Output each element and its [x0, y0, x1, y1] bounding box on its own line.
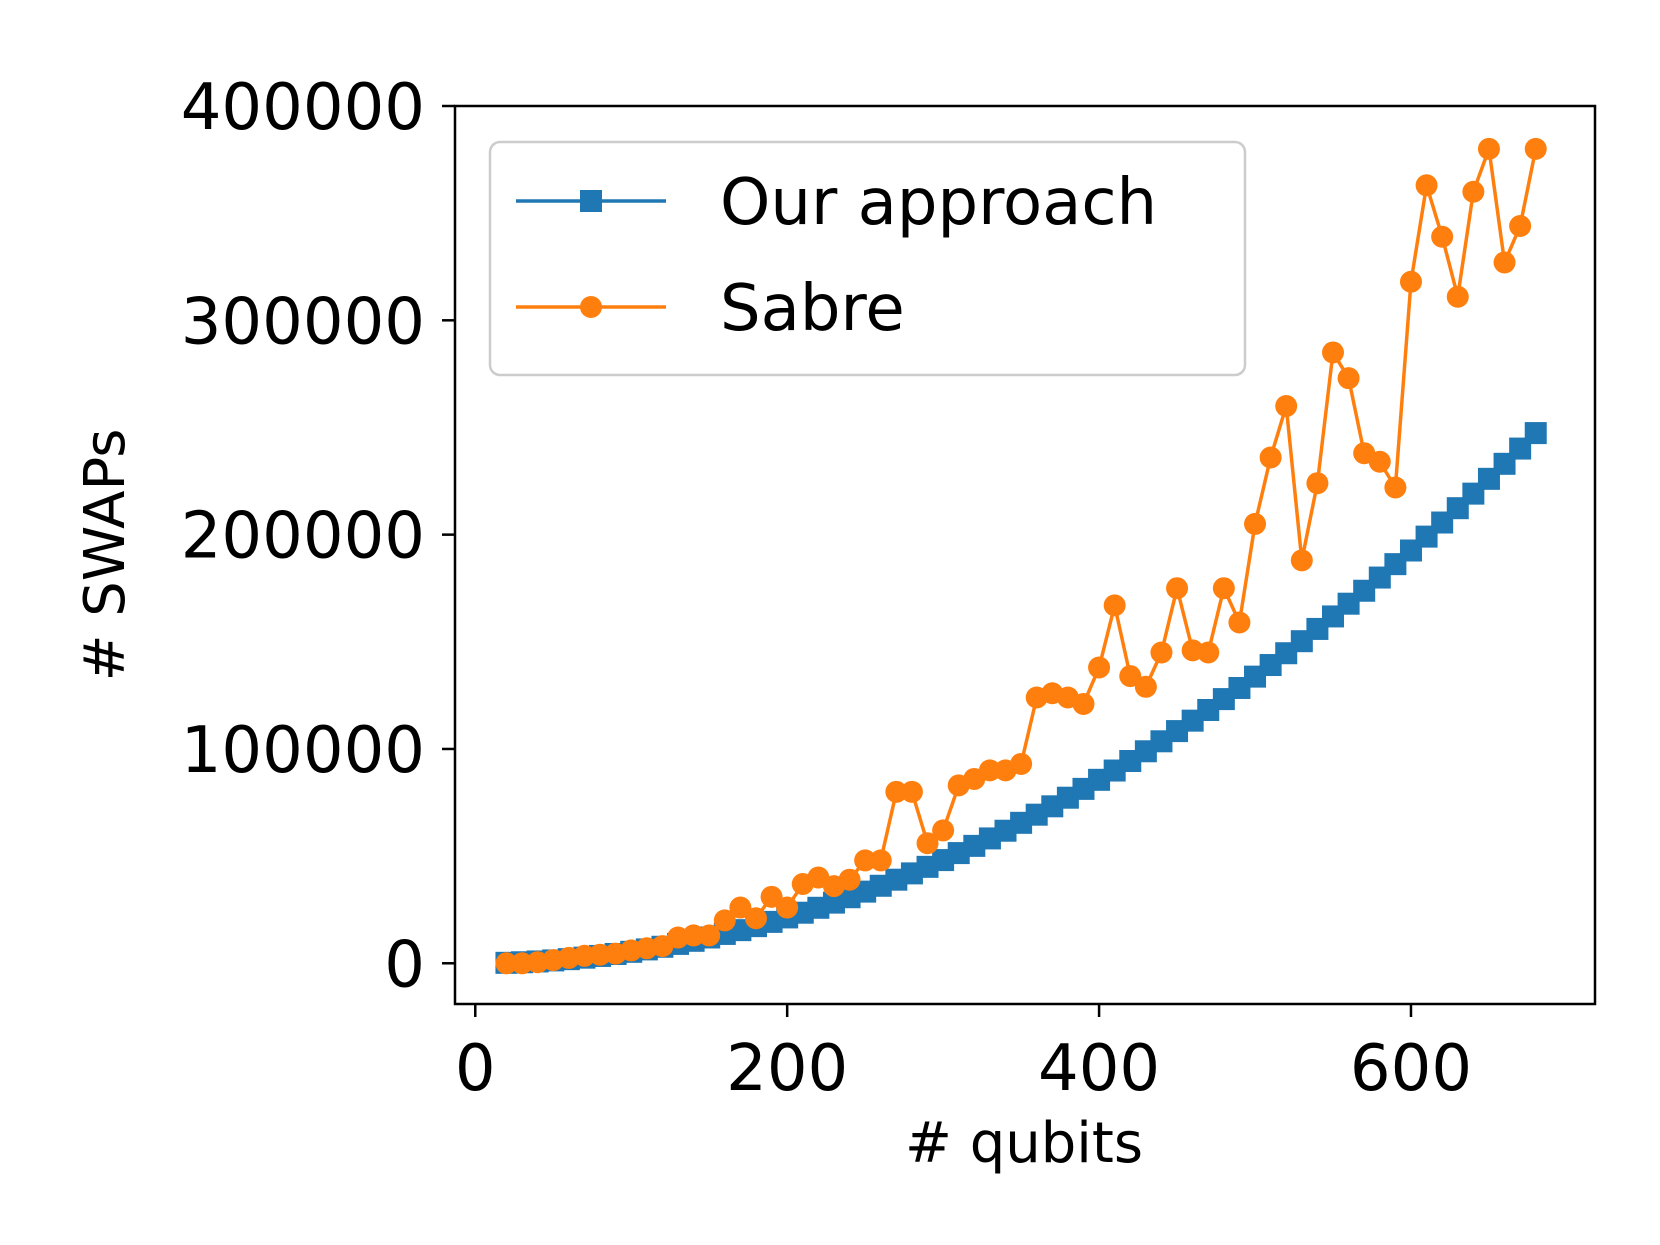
plot-frame: [453, 104, 1597, 1006]
y-tick-label: 100000: [181, 714, 425, 788]
data-point-sabre: [838, 868, 861, 891]
data-point-sabre: [1290, 549, 1313, 572]
legend-label-our-approach: Our approach: [720, 166, 1157, 240]
data-point-sabre: [885, 780, 908, 803]
data-point-sabre: [573, 944, 596, 967]
data-point-sabre: [713, 909, 736, 932]
data-point-sabre: [1259, 446, 1282, 469]
data-point-sabre: [1088, 656, 1111, 679]
x-axis: 0 200 400 600: [455, 1004, 1472, 1106]
data-point-sabre: [1197, 641, 1220, 664]
y-axis: 0 100000 200000 300000 400000: [181, 71, 455, 1002]
data-point-sabre: [1446, 285, 1469, 308]
data-point-sabre: [1275, 395, 1298, 418]
legend-box: [488, 140, 1247, 377]
y-tick-label: 200000: [181, 500, 425, 574]
data-point-sabre: [1212, 577, 1235, 600]
data-point-sabre: [682, 924, 705, 947]
data-point-sabre: [1431, 225, 1454, 248]
data-point-sabre: [495, 952, 518, 975]
data-point-our-approach: [1524, 422, 1547, 445]
data-point-sabre: [978, 759, 1001, 782]
data-point-sabre: [1134, 675, 1157, 698]
data-point-sabre: [744, 907, 767, 930]
series-layer: [495, 137, 1547, 975]
x-tick-label: 200: [726, 1032, 848, 1106]
legend-marker-sabre: [580, 296, 602, 318]
data-point-sabre: [1228, 611, 1251, 634]
data-point-sabre: [1306, 472, 1329, 495]
legend-label-sabre: Sabre: [720, 272, 905, 346]
x-tick-label: 400: [1038, 1032, 1160, 1106]
data-point-sabre: [511, 952, 534, 975]
data-point-sabre: [1072, 692, 1095, 715]
data-point-sabre: [1524, 137, 1547, 160]
data-point-sabre: [1244, 512, 1267, 535]
data-point-sabre: [916, 832, 939, 855]
data-point-sabre: [1166, 577, 1189, 600]
data-point-sabre: [900, 780, 923, 803]
y-tick-label: 400000: [181, 71, 425, 145]
data-point-sabre: [1150, 641, 1173, 664]
data-point-sabre: [1010, 752, 1033, 775]
y-axis-label: # SWAPs: [73, 429, 138, 682]
y-tick-label: 300000: [181, 285, 425, 359]
data-point-sabre: [1337, 367, 1360, 390]
legend: Our approach Sabre: [488, 140, 1247, 377]
y-tick-label: 0: [384, 928, 425, 1002]
data-point-sabre: [1322, 341, 1345, 364]
data-point-sabre: [760, 885, 783, 908]
x-axis-label: # qubits: [905, 1111, 1143, 1176]
data-point-sabre: [589, 943, 612, 966]
data-point-sabre: [1103, 594, 1126, 617]
data-point-sabre: [1493, 251, 1516, 274]
data-point-sabre: [1415, 174, 1438, 197]
data-point-sabre: [1119, 665, 1142, 688]
data-point-sabre: [1399, 270, 1422, 293]
data-point-sabre: [1509, 215, 1532, 238]
x-tick-label: 600: [1350, 1032, 1472, 1106]
data-point-sabre: [1477, 137, 1500, 160]
data-point-sabre: [932, 819, 955, 842]
data-point-sabre: [729, 896, 752, 919]
legend-marker-our-approach: [580, 190, 602, 212]
data-point-sabre: [776, 896, 799, 919]
data-point-sabre: [1384, 476, 1407, 499]
data-point-sabre: [1368, 450, 1391, 473]
data-point-sabre: [869, 849, 892, 872]
data-point-sabre: [698, 924, 721, 947]
data-point-sabre: [1462, 180, 1485, 203]
x-tick-label: 0: [455, 1032, 496, 1106]
data-point-sabre: [854, 849, 877, 872]
